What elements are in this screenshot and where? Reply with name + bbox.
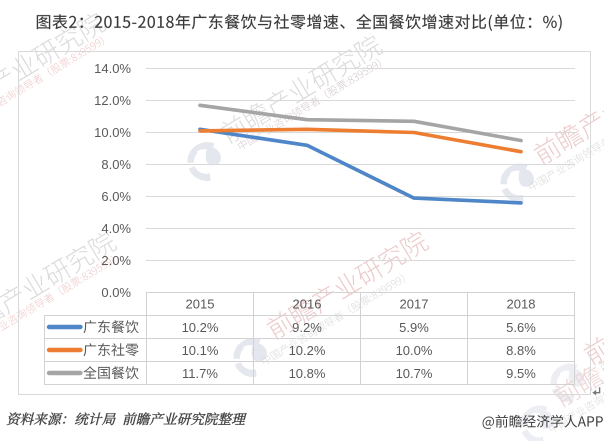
svg-text:10.0%: 10.0% <box>94 125 131 140</box>
svg-text:2016: 2016 <box>293 297 322 312</box>
svg-text:12.0%: 12.0% <box>94 93 131 108</box>
svg-text:5.9%: 5.9% <box>399 320 429 335</box>
svg-text:10.8%: 10.8% <box>289 366 326 381</box>
svg-text:8.0%: 8.0% <box>101 157 131 172</box>
svg-text:9.5%: 9.5% <box>506 366 536 381</box>
svg-text:10.2%: 10.2% <box>289 343 326 358</box>
svg-text:10.1%: 10.1% <box>182 343 219 358</box>
svg-text:6.0%: 6.0% <box>101 189 131 204</box>
svg-text:2017: 2017 <box>400 297 429 312</box>
svg-text:8.8%: 8.8% <box>506 343 536 358</box>
svg-text:10.0%: 10.0% <box>396 343 433 358</box>
svg-text:0.0%: 0.0% <box>101 285 131 300</box>
svg-text:9.2%: 9.2% <box>292 320 322 335</box>
svg-text:4.0%: 4.0% <box>101 221 131 236</box>
svg-text:2015: 2015 <box>186 297 215 312</box>
svg-text:5.6%: 5.6% <box>506 320 536 335</box>
svg-text:2.0%: 2.0% <box>101 253 131 268</box>
svg-text:10.2%: 10.2% <box>182 320 219 335</box>
svg-text:11.7%: 11.7% <box>182 366 218 381</box>
svg-text:2018: 2018 <box>507 297 536 312</box>
svg-text:14.0%: 14.0% <box>94 61 131 76</box>
svg-text:10.7%: 10.7% <box>396 366 433 381</box>
